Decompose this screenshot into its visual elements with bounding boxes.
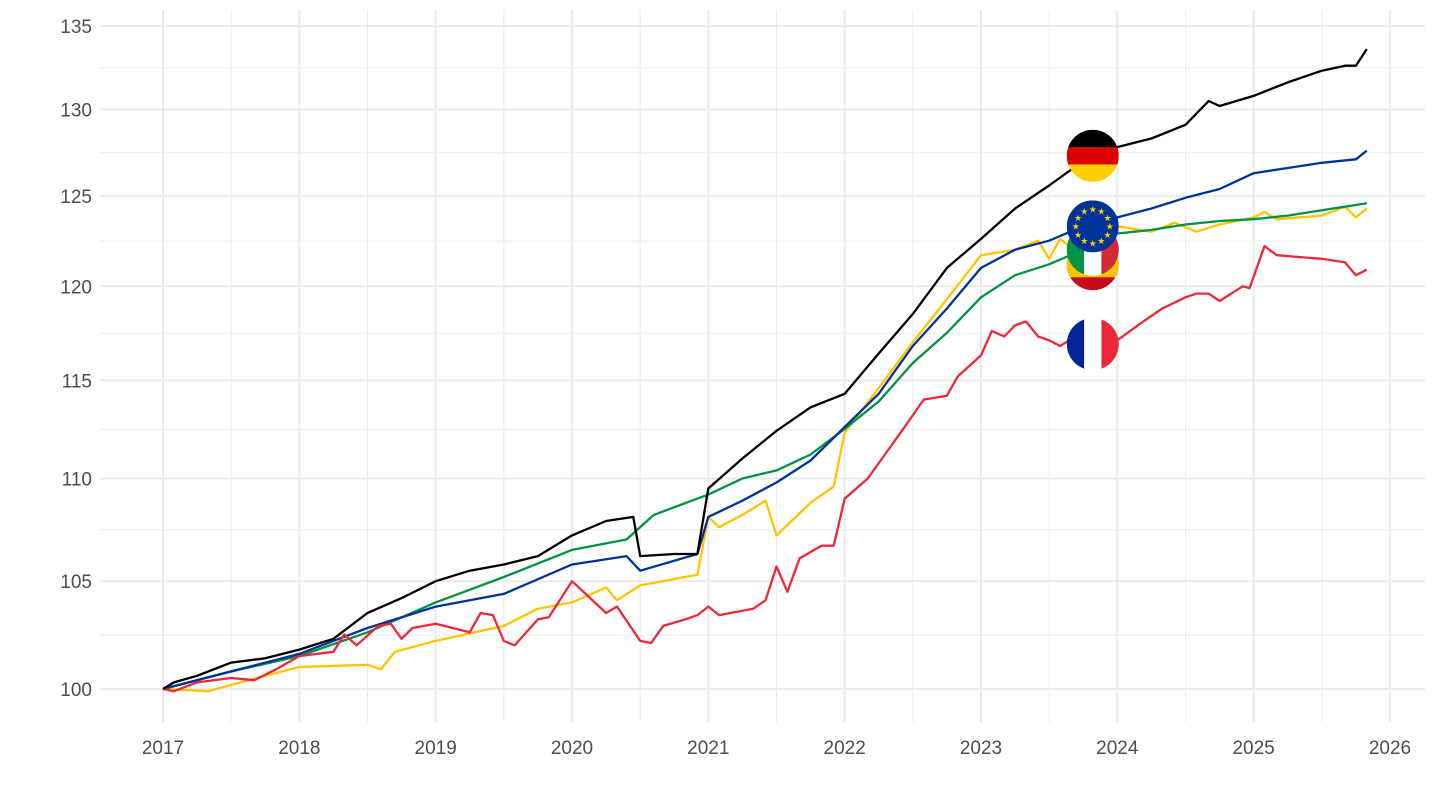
minor-gridlines <box>100 10 1425 722</box>
svg-text:★: ★ <box>1074 231 1082 241</box>
svg-text:★: ★ <box>1097 208 1105 218</box>
x-tick-label: 2019 <box>415 738 457 759</box>
svg-text:★: ★ <box>1097 237 1105 247</box>
france-flag-icon <box>1066 318 1119 371</box>
series-line-germany <box>162 48 1368 690</box>
y-axis-tick-labels: 100 105 110 115 120 125 130 135 <box>60 17 92 701</box>
series-line-france <box>162 244 1368 693</box>
x-tick-label: 2026 <box>1369 738 1411 759</box>
svg-text:★: ★ <box>1089 239 1097 249</box>
svg-text:★: ★ <box>1080 237 1088 247</box>
germany-flag-icon <box>1066 129 1119 182</box>
x-tick-label: 2020 <box>551 738 593 759</box>
svg-text:★: ★ <box>1072 222 1080 232</box>
y-tick-label: 100 <box>60 680 92 701</box>
x-tick-label: 2025 <box>1232 738 1274 759</box>
series-line-euro-area <box>162 149 1368 691</box>
y-tick-label: 130 <box>60 100 92 121</box>
series-line-spain <box>162 205 1368 693</box>
svg-text:★: ★ <box>1080 208 1088 218</box>
y-tick-label: 110 <box>62 469 92 490</box>
series-line-italy <box>162 202 1367 691</box>
x-tick-label: 2023 <box>960 738 1002 759</box>
x-tick-label: 2022 <box>824 738 866 759</box>
x-tick-label: 2018 <box>278 738 320 759</box>
x-tick-label: 2021 <box>687 738 729 759</box>
x-axis-tick-labels: 2017 2018 2019 2020 2021 2022 2023 2024 2025 2026 <box>142 738 1411 759</box>
x-tick-label: 2017 <box>142 738 184 759</box>
y-tick-label: 135 <box>60 17 92 38</box>
y-tick-label: 115 <box>62 371 92 392</box>
flag-markers: ★ ★★★★★★★★★★★ <box>1066 129 1119 371</box>
svg-text:★: ★ <box>1103 231 1111 241</box>
svg-text:★: ★ <box>1089 205 1097 215</box>
x-tick-label: 2024 <box>1096 738 1139 759</box>
svg-text:★: ★ <box>1074 214 1082 224</box>
eu-flag-icon: ★ ★★★★★★★★★★★ <box>1066 200 1119 253</box>
major-gridlines <box>100 10 1425 722</box>
svg-text:★: ★ <box>1106 222 1114 232</box>
y-tick-label: 125 <box>60 187 92 208</box>
series-lines <box>162 48 1368 693</box>
svg-text:★: ★ <box>1103 214 1111 224</box>
y-tick-label: 120 <box>60 277 92 298</box>
y-tick-label: 105 <box>60 572 92 593</box>
